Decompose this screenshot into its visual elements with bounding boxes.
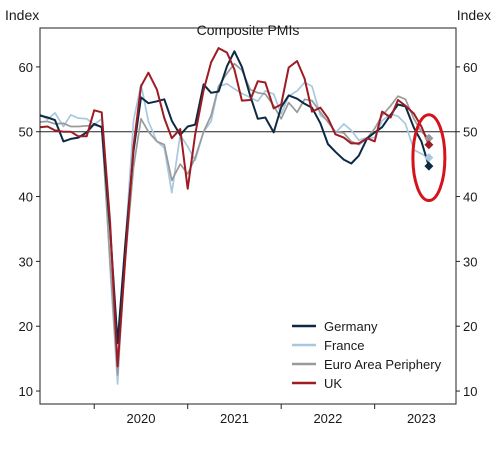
x-tick-label: 2020 [127,411,156,426]
y-tick-label-left: 20 [19,319,33,334]
end-markers [424,133,434,171]
y-tick-label-right: 10 [463,384,477,399]
legend: Germany France Euro Area Periphery UK [292,319,442,391]
y-tick-label-right: 60 [463,60,477,75]
series-end-marker [424,153,434,163]
series-line [39,47,430,368]
series-end-marker [424,140,434,150]
y-tick-label-right: 30 [463,254,477,269]
series-layer [39,47,430,385]
y-tick-label-right: 40 [463,190,477,205]
legend-label: France [324,338,364,353]
chart-title: Composite PMIs [197,22,300,38]
y-tick-label-right: 20 [463,319,477,334]
x-tick-label: 2023 [407,411,436,426]
y-tick-label-left: 30 [19,254,33,269]
x-ticks: 2020 2021 2022 2023 [93,404,436,426]
y-tick-label-left: 10 [19,384,33,399]
series-end-marker [424,133,434,143]
series-line [39,81,430,385]
legend-label: Germany [324,319,378,334]
y-tick-label-left: 50 [19,125,33,140]
x-tick-label: 2022 [313,411,342,426]
y-tick-label-left: 60 [19,60,33,75]
y-tick-label-right: 50 [463,125,477,140]
highlight-circle [411,113,447,203]
y-ticks-right: 10 20 30 40 50 60 [456,60,477,399]
series-line [39,50,430,345]
legend-label: Euro Area Periphery [324,357,442,372]
x-tick-label: 2021 [220,411,249,426]
y-axis-label-right: Index [457,7,491,23]
y-tick-label-left: 40 [19,190,33,205]
series-end-marker [424,161,434,171]
legend-label: UK [324,376,342,391]
plot-frame [39,27,457,405]
y-ticks-left: 10 20 30 40 50 60 [19,60,40,399]
y-axis-label-left: Index [5,7,39,23]
